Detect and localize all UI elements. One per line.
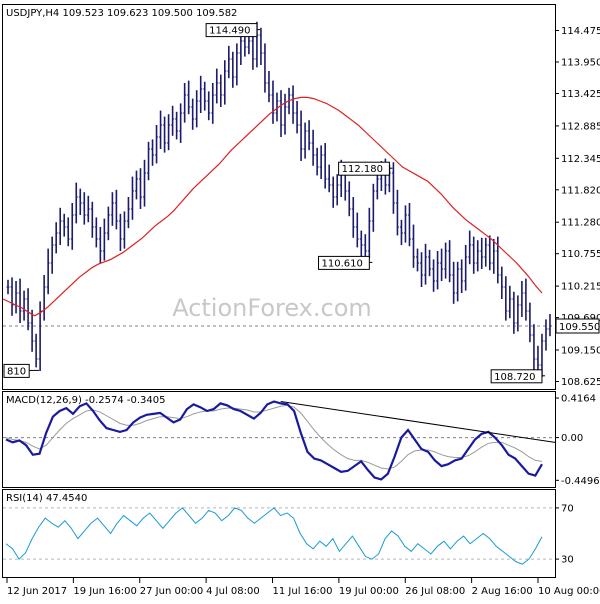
moving-average-group [2, 96, 543, 317]
time-tick-label: 26 Jul 08:00 [405, 586, 465, 597]
macd-panel-title: MACD(12,26,9) -0.2574 -0.3405 [6, 395, 166, 406]
price-tick-label: 109.150 [561, 346, 600, 357]
current-price-label: 109.550 [559, 322, 600, 333]
rsi-tick-label: 30 [561, 555, 574, 566]
annotation-label: 110.610 [322, 258, 363, 269]
time-tick-label: 19 Jun 16:00 [73, 586, 137, 597]
macd-main-line [5, 400, 543, 481]
rsi-tick-label: 70 [561, 503, 574, 514]
macd-signal-line [5, 404, 543, 470]
annotation-label: 810 [7, 366, 26, 377]
price-panel-frame [2, 4, 556, 390]
annotation-box [490, 369, 543, 384]
price-tick-label: 112.345 [561, 154, 600, 165]
time-tick-label: 4 Jul 08:00 [206, 586, 260, 597]
rsi-panel-title: RSI(14) 47.4540 [6, 493, 87, 504]
annotation-label: 112.180 [342, 164, 383, 175]
price-tick-label: 108.625 [561, 377, 600, 388]
price-panel-title: USDJPY,H4 109.523 109.623 109.500 109.58… [6, 8, 237, 19]
rsi-panel-frame [2, 489, 556, 578]
time-tick-label: 27 Jun 00:00 [140, 586, 204, 597]
macd-tick-label: 0.4164 [561, 394, 596, 405]
annotation-box [318, 255, 370, 270]
macd-tick-label: -0.4496 [561, 476, 600, 487]
price-annotations: 114.490 112.180 110.610 108.720 810 [3, 23, 545, 384]
macd-trendline [280, 401, 556, 443]
annotation-box [205, 23, 258, 38]
time-tick-label: 2 Aug 16:00 [472, 586, 533, 597]
price-bars-group [6, 21, 552, 377]
rsi-line [5, 507, 543, 565]
rsi-group: 70 30 [3, 503, 574, 566]
price-tick-label: 111.280 [561, 218, 600, 229]
annotation-label: 108.720 [494, 372, 535, 383]
macd-panel-frame [2, 391, 556, 488]
time-tick-label: 11 Jul 16:00 [273, 586, 333, 597]
time-tick-label: 12 Jun 2017 [7, 586, 67, 597]
price-tick-label: 113.950 [561, 58, 600, 69]
price-tick-label: 110.755 [561, 249, 600, 260]
price-axis-ticks: 114.475 113.950 113.425 112.885 112.345 111.8… [3, 26, 600, 388]
annotation-box [3, 363, 30, 378]
price-tick-label: 110.215 [561, 282, 600, 293]
price-tick-label: 114.475 [561, 26, 600, 37]
moving-average-line [2, 96, 543, 317]
watermark-text: ActionForex.com [172, 294, 372, 322]
time-tick-label: 19 Jul 00:00 [339, 586, 399, 597]
time-tick-label: 10 Aug 00:00 [538, 586, 600, 597]
price-tick-label: 111.820 [561, 185, 600, 196]
time-axis: 12 Jun 2017 19 Jun 16:00 27 Jun 00:00 4 Jul… [6, 578, 600, 597]
annotation-label: 114.490 [209, 26, 250, 37]
macd-tick-label: 0.00 [561, 433, 583, 444]
price-tick-label: 113.425 [561, 89, 600, 100]
annotation-box [338, 161, 390, 176]
price-tick-label: 112.885 [561, 121, 600, 132]
macd-group: 0.4164 0.00 -0.4496 [3, 394, 600, 487]
current-price-box [555, 318, 600, 334]
